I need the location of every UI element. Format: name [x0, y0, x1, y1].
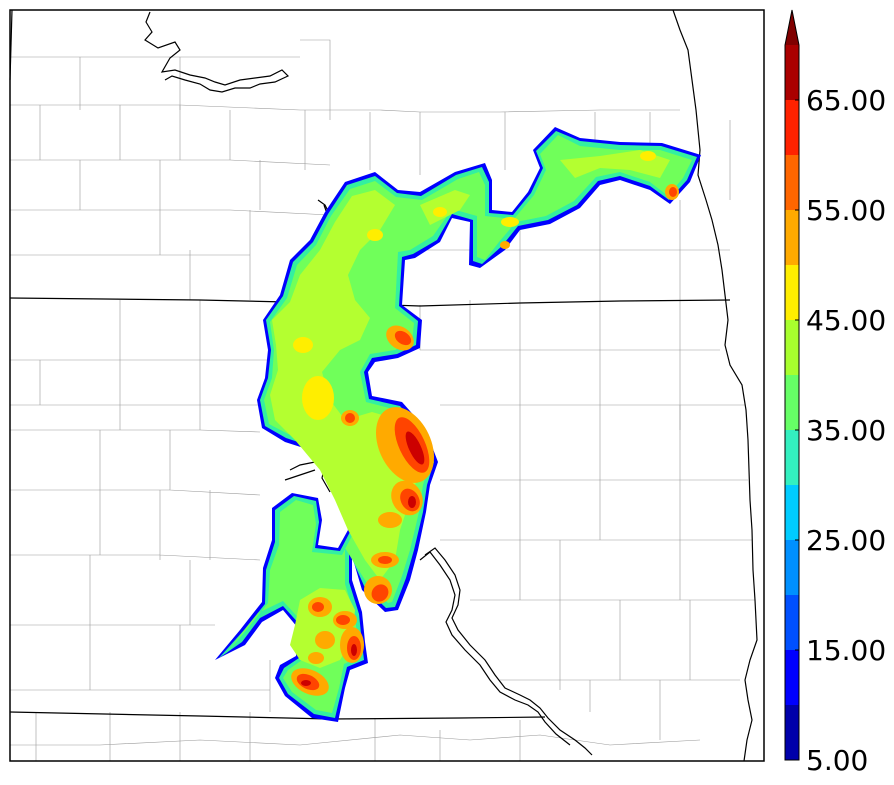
echo-band-42d	[420, 190, 470, 225]
colorbar-segment	[785, 485, 799, 540]
colorbar-segment	[785, 320, 799, 375]
colorbar-segment	[785, 210, 799, 265]
colorbar-segment	[785, 540, 799, 595]
colorbar-ticks: 5.00 15.00 25.00 35.00 45.00 55.00 65.00	[795, 84, 886, 777]
colorbar-tick-label: 55.00	[806, 194, 886, 227]
echo-band-42	[270, 190, 420, 580]
colorbar-segment	[785, 705, 799, 760]
colorbar-segment	[785, 595, 799, 650]
colorbar-tick-label: 65.00	[806, 84, 886, 117]
county-lines	[10, 39, 755, 761]
colorbar-segment	[785, 265, 799, 320]
colorbar-tick-label: 35.00	[806, 414, 886, 447]
colorbar-segments	[785, 45, 799, 760]
map-frame	[9, 9, 765, 762]
reflectivity-field	[215, 127, 701, 722]
map-area	[9, 9, 765, 762]
colorbar-tick-label: 5.00	[806, 744, 868, 777]
echo-yellow-cells	[293, 151, 656, 420]
colorbar-segment	[785, 430, 799, 485]
colorbar-extend-arrow	[785, 10, 799, 45]
echo-darkred-cores	[301, 431, 425, 686]
colorbar-tick-label: 45.00	[806, 304, 886, 337]
colorbar-tick-label: 15.00	[806, 634, 886, 667]
colorbar-segment	[785, 100, 799, 155]
colorbar-tick-label: 25.00	[806, 524, 886, 557]
colorbar-segment	[785, 155, 799, 210]
colorbar-segment	[785, 45, 799, 100]
map-background	[10, 10, 764, 761]
colorbar: 5.00 15.00 25.00 35.00 45.00 55.00 65.00	[784, 9, 886, 777]
echo-band-42b	[290, 588, 355, 668]
colorbar-segment	[785, 375, 799, 430]
colorbar-segment	[785, 650, 799, 705]
